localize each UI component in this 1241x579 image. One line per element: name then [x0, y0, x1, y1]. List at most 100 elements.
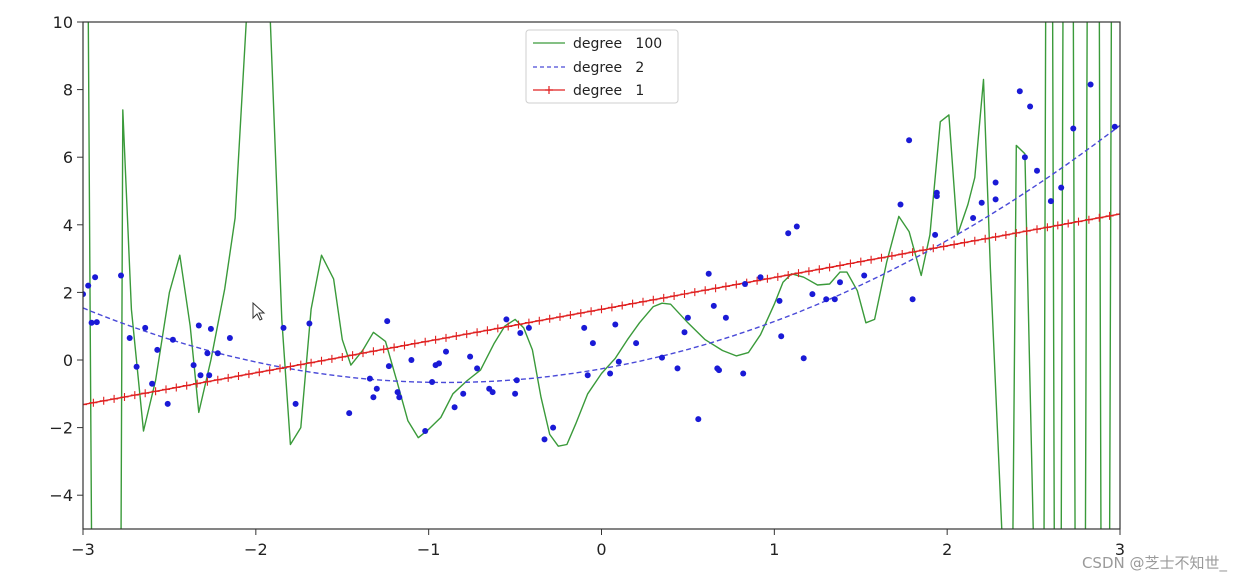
- data-point: [451, 404, 458, 411]
- data-point: [659, 354, 665, 361]
- data-point: [85, 282, 92, 289]
- y-tick-label: 0: [63, 351, 73, 370]
- data-point: [1111, 123, 1118, 130]
- data-point: [207, 325, 214, 332]
- data-point: [396, 394, 403, 401]
- legend-label-degree-2: degree 2: [573, 60, 644, 76]
- data-point: [226, 335, 233, 341]
- data-point: [1016, 88, 1023, 95]
- data-point: [214, 350, 221, 357]
- data-point: [837, 279, 843, 286]
- data-point: [705, 270, 712, 277]
- data-point: [370, 394, 377, 401]
- data-point: [1021, 154, 1028, 161]
- series-degree-100-line: [87, 22, 1113, 529]
- data-point: [1070, 125, 1077, 132]
- data-point: [92, 274, 99, 281]
- legend: degree 100 degree 2 degree 1: [525, 29, 679, 104]
- data-point: [503, 316, 510, 323]
- data-point: [126, 335, 133, 341]
- data-point: [800, 355, 807, 362]
- data-point: [589, 340, 596, 347]
- data-point: [1047, 198, 1054, 205]
- data-point: [133, 363, 140, 370]
- data-point: [384, 318, 391, 325]
- data-point: [169, 336, 176, 343]
- data-point: [474, 365, 481, 372]
- y-tick-label: 4: [63, 216, 73, 235]
- data-point: [607, 370, 614, 377]
- legend-label-degree-1: degree 1: [573, 83, 644, 99]
- data-point: [793, 223, 800, 230]
- data-point: [467, 353, 474, 360]
- data-point: [823, 296, 830, 303]
- y-tick-label: −4: [49, 486, 73, 505]
- data-point: [970, 215, 977, 221]
- data-point: [460, 390, 467, 397]
- data-point: [909, 296, 916, 303]
- data-point: [366, 375, 373, 382]
- data-point: [1027, 103, 1034, 110]
- data-point: [88, 319, 95, 326]
- data-point: [809, 291, 816, 298]
- data-point: [443, 348, 449, 355]
- data-point: [695, 416, 702, 423]
- data-point: [1058, 184, 1065, 191]
- data-point: [681, 329, 688, 336]
- data-point: [373, 385, 380, 392]
- series-layer: [83, 22, 1120, 529]
- data-point: [306, 320, 313, 327]
- data-point: [716, 367, 722, 374]
- data-point: [149, 380, 156, 387]
- data-point: [195, 322, 202, 329]
- data-point: [204, 350, 211, 357]
- ticks-layer: −3 −2 −1 0 1 2 3 −4 −2 0 2 4 6 8 10: [49, 13, 1125, 559]
- data-point: [831, 296, 838, 303]
- data-point: [992, 196, 999, 203]
- data-point: [757, 274, 764, 281]
- data-point: [164, 400, 171, 407]
- data-point: [778, 333, 785, 340]
- data-point: [154, 346, 161, 353]
- data-point: [292, 400, 299, 407]
- data-point: [525, 324, 532, 331]
- legend-marker-degree-1: [545, 86, 553, 94]
- y-tick-label: 8: [63, 81, 73, 100]
- data-point: [785, 230, 792, 237]
- data-point: [190, 362, 197, 369]
- data-point: [206, 372, 213, 379]
- data-point: [142, 324, 149, 331]
- data-point: [584, 372, 591, 379]
- x-tick-label: 0: [596, 540, 606, 559]
- data-point: [513, 377, 520, 384]
- legend-box: [525, 29, 679, 104]
- x-tick-label: −2: [244, 540, 268, 559]
- data-point: [1034, 167, 1040, 174]
- data-point: [861, 272, 868, 279]
- data-point: [776, 297, 783, 304]
- data-point: [633, 340, 640, 347]
- data-point: [932, 231, 939, 238]
- data-point: [933, 193, 940, 200]
- data-point: [517, 330, 524, 336]
- data-point: [674, 365, 681, 372]
- data-point: [429, 379, 436, 385]
- data-point: [541, 436, 548, 443]
- data-point: [408, 357, 415, 363]
- series-degree-2-line: [83, 124, 1120, 384]
- data-point: [978, 199, 985, 206]
- data-point: [93, 319, 100, 326]
- x-tick-label: 2: [942, 540, 952, 559]
- x-tick-label: −1: [417, 540, 441, 559]
- data-point: [581, 324, 588, 331]
- y-tick-label: 6: [63, 148, 73, 167]
- data-point: [280, 324, 287, 331]
- legend-label-degree-100: degree 100: [573, 36, 662, 52]
- data-point: [385, 363, 392, 370]
- x-tick-label: 1: [769, 540, 779, 559]
- y-tick-label: −2: [49, 419, 73, 438]
- y-tick-label: 10: [53, 13, 73, 32]
- data-point: [740, 370, 747, 377]
- x-tick-label: −3: [71, 540, 95, 559]
- data-point: [394, 389, 401, 396]
